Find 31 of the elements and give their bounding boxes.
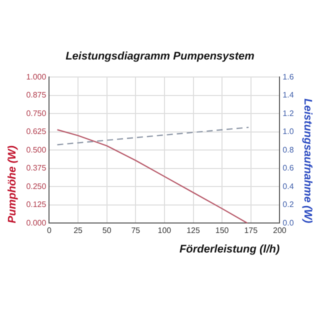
x-tick-label: 50 xyxy=(102,226,112,236)
x-tick-label: 125 xyxy=(186,226,200,236)
y2-tick-label: 0.8 xyxy=(282,145,294,154)
y-axis-title: Pumphöhe (W) xyxy=(6,145,19,224)
y-tick-label: 1.000 xyxy=(26,72,47,82)
y-tick-label: 0.375 xyxy=(26,164,47,173)
x-tick-label: 100 xyxy=(158,226,172,236)
y2-tick-label: 1.6 xyxy=(282,72,294,82)
y2-tick-label: 1.4 xyxy=(282,90,294,100)
y-tick-label: 0.000 xyxy=(26,218,47,228)
y2-tick-label: 1.2 xyxy=(282,108,294,118)
chart-title: Leistungsdiagramm Pumpensystem xyxy=(66,50,255,63)
y2-axis-title: Leistungsaufnahme (W) xyxy=(301,98,314,224)
y-tick-label: 0.750 xyxy=(26,108,47,118)
y-tick-label: 0.625 xyxy=(26,127,47,136)
x-tick-label: 0 xyxy=(46,226,52,236)
y2-tick-label: 1.0 xyxy=(282,127,294,136)
x-tick-label: 200 xyxy=(273,226,287,236)
x-axis-title: Förderleistung (l/h) xyxy=(179,243,280,256)
y2-tick-label: 0.0 xyxy=(282,218,294,228)
y2-tick-label: 0.2 xyxy=(282,200,294,210)
y-tick-label: 0.875 xyxy=(26,90,47,100)
x-tick-label: 25 xyxy=(74,226,84,236)
y-tick-label: 0.250 xyxy=(26,182,47,191)
y-tick-label: 0.125 xyxy=(26,200,47,210)
y-tick-label: 0.500 xyxy=(26,145,47,154)
x-tick-label: 150 xyxy=(215,226,230,236)
y2-tick-label: 0.6 xyxy=(282,164,294,173)
x-tick-label: 75 xyxy=(131,226,141,236)
x-tick-label: 175 xyxy=(244,226,258,236)
y2-tick-label: 0.4 xyxy=(282,182,294,191)
